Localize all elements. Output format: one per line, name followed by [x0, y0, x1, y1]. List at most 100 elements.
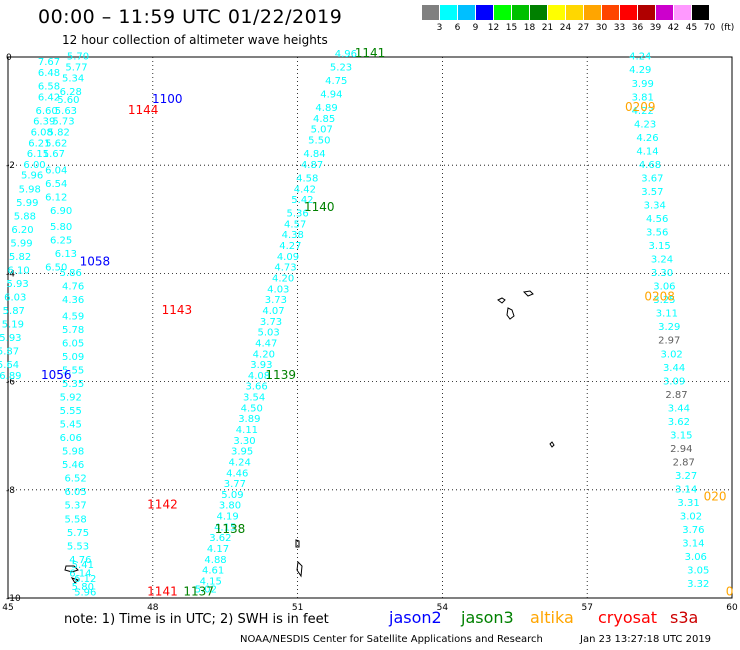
wave-height-value: 5.73: [52, 117, 74, 128]
wave-height-value: 5.46: [62, 460, 84, 471]
wave-height-value: 5.87: [0, 347, 19, 358]
wave-height-value: 4.61: [202, 566, 224, 577]
wave-height-value: 5.03: [258, 328, 280, 339]
wave-height-value: 4.22: [632, 106, 654, 117]
wave-height-value: 4.24: [629, 52, 651, 63]
wave-height-value: 6.89: [0, 371, 22, 382]
color-scale-label: 39: [649, 23, 662, 33]
color-scale-label: 3: [436, 23, 443, 33]
wave-height-value: 6.04: [45, 165, 67, 176]
wave-height-value: 5.63: [55, 106, 77, 117]
wave-height-value: 3.62: [209, 533, 231, 544]
color-scale-label: (ft): [720, 23, 735, 33]
wave-height-value: 4.47: [255, 338, 277, 349]
color-scale-label: 9: [472, 23, 479, 33]
island-outline: [295, 539, 300, 548]
wave-height-value: 3.62: [668, 417, 690, 428]
wave-height-value: 5.41: [72, 560, 94, 571]
wave-height-value: 5.35: [62, 379, 84, 390]
wave-height-value: 6.12: [45, 192, 67, 203]
wave-height-value: 4.56: [646, 214, 668, 225]
island-outline: [522, 290, 534, 297]
legend-item-cryosat: cryosat: [598, 608, 658, 627]
wave-height-value: 4.76: [62, 282, 84, 293]
wave-height-value: 4.03: [267, 284, 289, 295]
wave-height-value: 3.29: [658, 322, 680, 333]
wave-height-value: 5.96: [74, 587, 96, 598]
wave-height-value: 3.32: [687, 579, 709, 590]
wave-height-value: 4.38: [282, 230, 304, 241]
wave-height-value: 4.88: [204, 555, 226, 566]
color-scale-label: 27: [577, 23, 590, 33]
wave-height-value: 5.87: [3, 306, 25, 317]
wave-height-value: 3.24: [651, 255, 673, 266]
wave-height-value: 3.06: [685, 552, 707, 563]
pass-time-label: 1141: [355, 46, 386, 60]
wave-height-value: 6.90: [50, 206, 72, 217]
wave-height-value: 3.02: [661, 349, 683, 360]
wave-height-value: 4.20: [272, 274, 294, 285]
wave-height-value: 5.36: [286, 209, 308, 220]
pass-time-label: 0208: [644, 289, 675, 303]
wave-height-value: 5.34: [62, 73, 84, 84]
wave-height-value: 4.27: [279, 241, 301, 252]
wave-height-value: 4.87: [301, 160, 323, 171]
wave-height-value: 4.20: [253, 349, 275, 360]
wave-height-value: 3.77: [224, 479, 246, 490]
pass-time-label: 1138: [215, 522, 246, 536]
wave-height-value: 4.15: [214, 522, 236, 533]
wave-height-value: 2.94: [670, 444, 692, 455]
wave-height-value: 6.54: [45, 179, 67, 190]
wave-height-value: 3.27: [675, 471, 697, 482]
x-tick-label: 57: [581, 603, 592, 613]
page-title: 00:00 – 11:59 UTC 01/22/2019: [38, 6, 343, 28]
legend-item-jason2: jason2: [389, 608, 442, 627]
wave-height-value: 5.86: [60, 268, 82, 279]
wave-height-value: 5.98: [19, 184, 41, 195]
color-scale-label: 18: [523, 23, 536, 33]
wave-height-value: 6.03: [4, 292, 26, 303]
wave-height-value: 4.07: [262, 306, 284, 317]
x-tick-label: 51: [292, 603, 303, 613]
wave-height-value: 6.10: [7, 265, 29, 276]
wave-height-value: 6.52: [64, 474, 86, 485]
wave-height-value: 3.15: [648, 241, 670, 252]
wave-height-value: 5.78: [62, 325, 84, 336]
wave-height-value: 6.25: [50, 236, 72, 247]
wave-height-value: 6.05: [62, 338, 84, 349]
wave-height-value: 4.09: [277, 252, 299, 263]
island-outline: [70, 577, 79, 584]
pass-time-label: 1137: [183, 584, 214, 598]
color-scale-swatch: [458, 5, 475, 20]
wave-height-value: 4.84: [303, 149, 325, 160]
wave-height-value: 5.67: [43, 149, 65, 160]
wave-height-value: 3.44: [668, 403, 690, 414]
wave-height-value: 6.12: [74, 574, 96, 585]
wave-height-value: 6.11: [27, 149, 49, 160]
page-subtitle: 12 hour collection of altimeter wave hei…: [62, 33, 328, 47]
wave-height-value: 3.05: [687, 566, 709, 577]
pass-time-label: 1100: [152, 92, 183, 106]
wave-height-value: 5.37: [64, 501, 86, 512]
wave-height-value: 5.92: [60, 393, 82, 404]
note-text: note: 1) Time is in UTC; 2) SWH is in fe…: [64, 612, 329, 627]
wave-height-value: 3.02: [680, 512, 702, 523]
wave-height-value: 5.50: [308, 136, 330, 147]
wave-height-value: 2.87: [665, 390, 687, 401]
credit-text: NOAA/NESDIS Center for Satellite Applica…: [240, 634, 543, 645]
wave-height-value: 3.25: [653, 295, 675, 306]
wave-height-value: 5.80: [50, 222, 72, 233]
wave-height-value: 5.82: [9, 252, 31, 263]
x-tick-label: 54: [437, 603, 449, 613]
wave-height-value: 5.45: [60, 420, 82, 431]
wave-height-value: 3.11: [656, 309, 678, 320]
y-tick-label: -4: [6, 269, 15, 279]
wave-height-value: 3.44: [663, 363, 685, 374]
wave-height-value: 3.76: [682, 525, 704, 536]
pass-time-label: 1142: [147, 498, 178, 512]
island-outline: [549, 441, 555, 448]
wave-height-value: 4.23: [634, 119, 656, 130]
wave-height-value: 2.97: [658, 336, 680, 347]
pass-time-label: 1140: [304, 200, 335, 214]
